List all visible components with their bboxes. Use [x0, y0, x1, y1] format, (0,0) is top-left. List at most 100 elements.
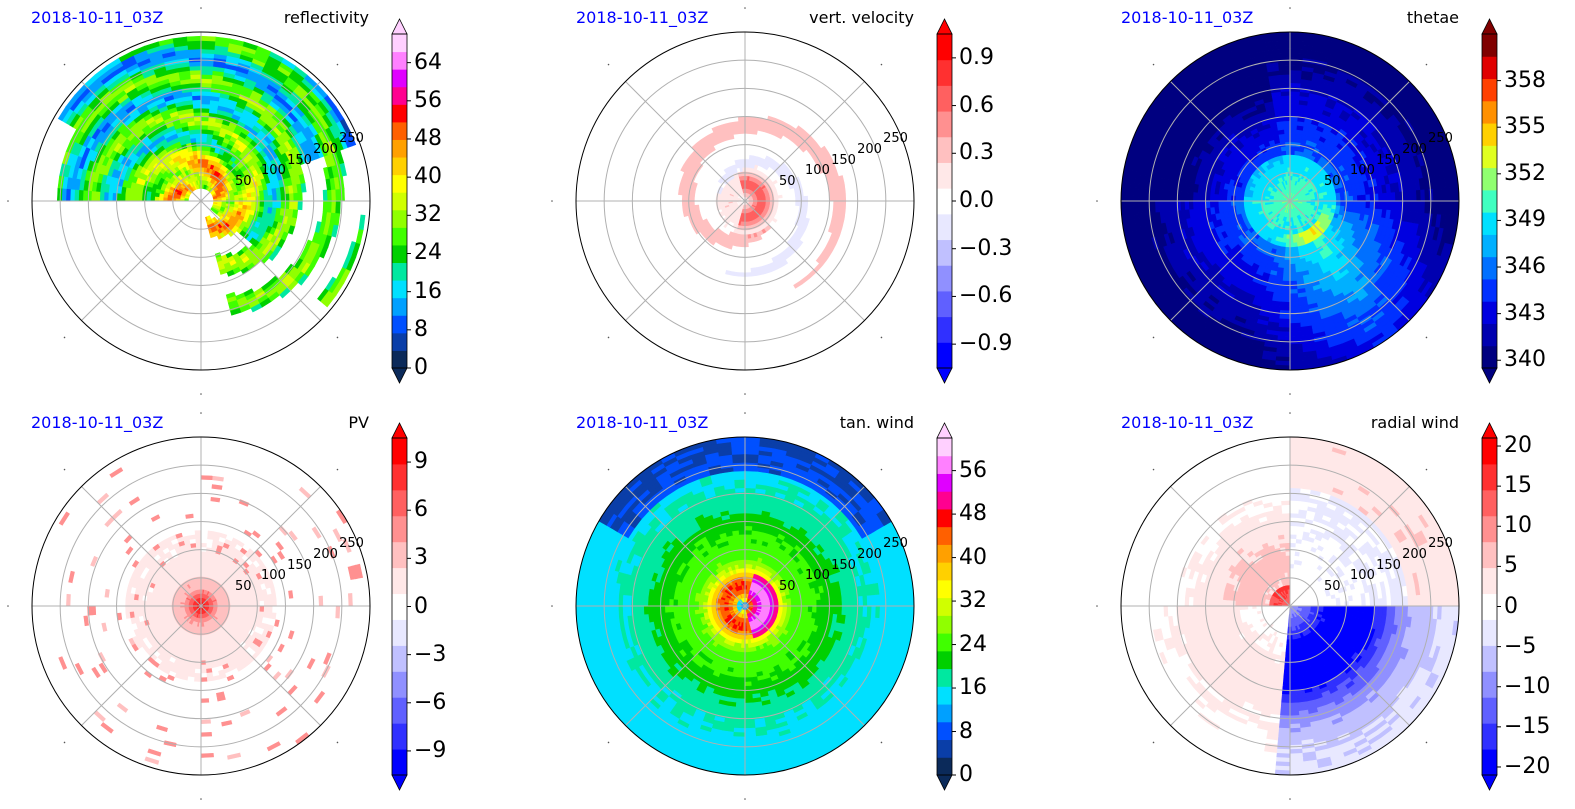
radial-tick-label: 200 — [313, 546, 338, 562]
angle-tick — [7, 605, 9, 607]
colorbar-tick-label: −20 — [1504, 753, 1551, 779]
colorbar-segment — [1482, 671, 1497, 698]
colorbar-tick-label: 24 — [959, 631, 987, 657]
polar-frame — [1120, 436, 1460, 776]
angle-tick — [63, 741, 66, 744]
colorbar-segment — [392, 567, 407, 595]
radial-tick-label: 200 — [857, 546, 882, 562]
colorbar-segment — [1482, 489, 1497, 517]
colorbar-extend-min — [936, 774, 953, 791]
colorbar-segment — [937, 597, 952, 616]
colorbar-segment — [937, 562, 952, 581]
colorbar-segment — [937, 633, 952, 652]
colorbar-tick-label: −5 — [1504, 633, 1537, 659]
colorbar-segment — [937, 686, 952, 705]
colorbar-tick-label: 16 — [414, 278, 442, 304]
radial-tick-label: 50 — [779, 579, 796, 595]
colorbar-extend-max — [936, 422, 953, 439]
colorbar-tick-label: 0.9 — [959, 44, 994, 70]
date-label: 2018-10-11_03Z — [1121, 413, 1254, 432]
colorbar-segment — [392, 192, 407, 211]
panel-2: 50 100 150 200 250 340 343 346 349 352 355 358 2018-… — [1090, 0, 1575, 404]
colorbar-tick-label: 56 — [959, 457, 987, 483]
colorbar-segment — [1482, 438, 1497, 465]
radial-tick-label: 50 — [1324, 174, 1341, 190]
angle-tick — [200, 798, 202, 800]
colorbar-segment — [392, 104, 407, 123]
radial-tick-label: 250 — [1428, 536, 1453, 552]
variable-title: thetae — [1406, 8, 1459, 27]
colorbar-tick-label: 48 — [959, 501, 987, 527]
angle-tick — [880, 63, 883, 66]
angle-tick — [1289, 7, 1291, 9]
colorbar-segment — [937, 342, 952, 369]
colorbar-segment — [392, 350, 407, 369]
angle-tick — [1096, 605, 1098, 607]
panel-1: 50 100 150 200 250 −0.9 −0.6 −0.3 0.0 0.3 0.6 0.9 20… — [545, 0, 1070, 404]
angle-tick — [607, 468, 610, 471]
angle-tick — [744, 798, 746, 800]
colorbar-tick-label: −10 — [1504, 673, 1551, 699]
colorbar-segment — [1482, 567, 1497, 595]
colorbar-segment — [392, 139, 407, 158]
colorbar — [391, 18, 411, 384]
angle-tick — [607, 741, 610, 744]
radial-tick-label: 100 — [805, 163, 830, 179]
colorbar-segment — [392, 723, 407, 750]
polar-plot — [551, 412, 956, 800]
colorbar-segment — [937, 213, 952, 241]
variable-title: radial wind — [1370, 413, 1459, 432]
angle-tick — [1096, 200, 1098, 202]
colorbar-frame — [1481, 33, 1498, 369]
angle-tick — [1152, 741, 1155, 744]
colorbar-tick-label: 0 — [414, 593, 428, 619]
colorbar-segment — [1482, 234, 1497, 258]
colorbar-frame — [936, 437, 953, 776]
colorbar-tick-label: 3 — [414, 545, 428, 571]
colorbar-segment — [937, 508, 952, 528]
radial-tick-label: 250 — [883, 131, 908, 147]
colorbar-segment — [1482, 645, 1497, 672]
colorbar-tick-label: 0.6 — [959, 92, 994, 118]
polar-frame — [1120, 31, 1460, 371]
colorbar-tick-label: 346 — [1504, 254, 1546, 280]
angle-tick — [1425, 468, 1428, 471]
radial-tick-label: 200 — [857, 141, 882, 157]
angle-tick — [1425, 741, 1428, 744]
colorbar-segment — [392, 174, 407, 193]
angle-tick — [1289, 393, 1291, 395]
angle-tick — [7, 200, 9, 202]
date-label: 2018-10-11_03Z — [31, 8, 164, 27]
colorbar-segment — [1482, 34, 1497, 57]
panel-3: 50 100 150 200 250 −9 −6 −3 0 3 6 9 2018-10-11_03Z PV — [0, 405, 525, 809]
colorbar-segment — [392, 34, 407, 53]
colorbar-segment — [392, 157, 407, 176]
colorbar-tick-label: −15 — [1504, 713, 1551, 739]
colorbar-extend-max — [391, 18, 408, 35]
colorbar-segment — [392, 315, 407, 334]
angle-tick — [880, 741, 883, 744]
polar-plot — [7, 412, 411, 800]
radial-tick-label: 50 — [1324, 579, 1341, 595]
variable-title: vert. velocity — [809, 8, 914, 27]
colorbar-segment — [937, 34, 952, 61]
colorbar-segment — [1482, 278, 1497, 302]
colorbar-segment — [1482, 697, 1497, 724]
polar-plot — [1096, 412, 1501, 800]
colorbar-tick-label: −0.6 — [959, 283, 1013, 309]
panel-0: 50 100 150 200 250 0 8 16 24 32 40 48 56 64 2018-10-11… — [0, 0, 525, 404]
colorbar-tick-label: 343 — [1504, 300, 1546, 326]
colorbar-segment — [392, 489, 407, 517]
colorbar-tick-label: −0.9 — [959, 331, 1013, 357]
colorbar-segment — [392, 332, 407, 351]
colorbar-segment — [1482, 593, 1497, 620]
date-label: 2018-10-11_03Z — [31, 413, 164, 432]
colorbar-segment — [1482, 323, 1497, 347]
colorbar-tick-label: 40 — [959, 544, 987, 570]
colorbar-segment — [937, 239, 952, 266]
variable-title: tan. wind — [839, 413, 914, 432]
field-shading — [56, 35, 366, 316]
colorbar-segment — [1482, 78, 1497, 102]
polar-grid — [1121, 32, 1459, 370]
colorbar-segment — [392, 515, 407, 543]
